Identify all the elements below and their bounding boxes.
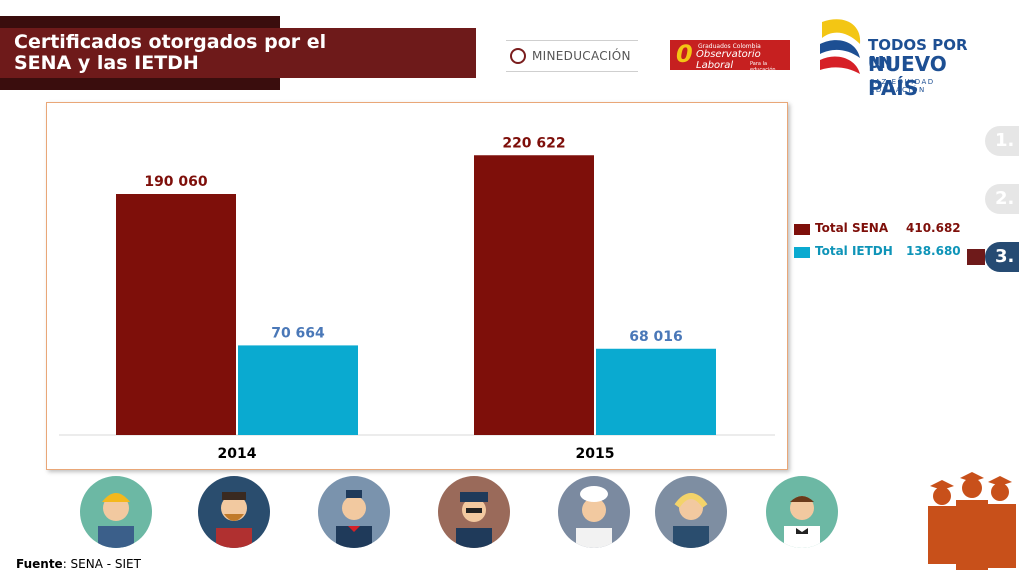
- source-note: Fuente: SENA - SIET: [16, 557, 141, 571]
- slogan-line2: NUEVO PAÍS: [868, 52, 947, 100]
- call-center-agent-icon: [655, 476, 727, 548]
- bar-total-ietdh-2014: [238, 345, 358, 435]
- nav-button-2[interactable]: 2.: [985, 184, 1019, 214]
- observatorio-main-text: Observatorio Laboral: [696, 49, 761, 71]
- observatorio-zero-icon: 0: [676, 40, 693, 68]
- hipster-icon: [198, 476, 270, 548]
- construction-worker-icon: [80, 476, 152, 548]
- bar-total-sena-2015: [474, 155, 594, 435]
- legend-label-ietdh: Total IETDH: [815, 244, 893, 258]
- title-banner: Certificados otorgados por el SENA y las…: [0, 28, 476, 78]
- x-tick-label-2015: 2015: [576, 446, 615, 462]
- legend-item-ietdh: Total IETDH 138.680: [794, 243, 974, 266]
- legend-total-sena: 410.682: [906, 221, 961, 235]
- slogan-line3: PAZ EQUIDAD EDUCACIÓN: [870, 78, 935, 94]
- page-title: Certificados otorgados por el SENA y las…: [14, 31, 327, 74]
- legend-label-sena: Total SENA: [815, 221, 889, 235]
- coat-of-arms-icon: [510, 48, 526, 64]
- observatorio-laboral-logo: 0 Graduados Colombia Observatorio Labora…: [670, 40, 790, 73]
- nav-button-1[interactable]: 1.: [985, 126, 1019, 156]
- data-label-total-sena-2014: 190 060: [144, 174, 208, 190]
- source-text: : SENA - SIET: [62, 557, 141, 571]
- legend-swatch-ietdh: [794, 247, 810, 258]
- bar-total-sena-2014: [116, 194, 236, 435]
- waiter-icon: [766, 476, 838, 548]
- flight-attendant-icon: [318, 476, 390, 548]
- data-label-total-sena-2015: 220 622: [502, 135, 565, 151]
- observatorio-top-text: Graduados Colombia: [698, 43, 761, 50]
- graduates-icon: [928, 472, 1016, 570]
- source-label: Fuente: [16, 557, 63, 571]
- x-tick-label-2014: 2014: [218, 446, 257, 462]
- chef-icon: [558, 476, 630, 548]
- police-officer-icon: [438, 476, 510, 548]
- legend-total-ietdh: 138.680: [906, 244, 961, 258]
- mineducacion-text: MINEDUCACIÓN: [532, 49, 631, 63]
- todos-por-un-nuevo-pais-logo: TODOS POR UN NUEVO PAÍS PAZ EQUIDAD EDUC…: [816, 14, 986, 100]
- bar-chart: 190 060 70 664 2014 220 622 68 016 2015: [59, 135, 775, 462]
- slogan-line1: TODOS POR UN: [868, 36, 968, 72]
- nav-button-3[interactable]: 3.: [967, 242, 1019, 272]
- bar-total-ietdh-2015: [596, 348, 716, 435]
- observatorio-sub-text: Para la educación: [750, 61, 776, 73]
- data-label-total-ietdh-2014: 70 664: [271, 325, 325, 341]
- chart-legend: Total SENA 410.682 Total IETDH 138.680: [794, 220, 974, 266]
- data-label-total-ietdh-2015: 68 016: [629, 329, 683, 345]
- legend-swatch-sena: [794, 224, 810, 235]
- colombia-flag-swoosh-icon: [820, 19, 861, 74]
- legend-item-sena: Total SENA 410.682: [794, 220, 974, 243]
- mineducacion-logo: MINEDUCACIÓN: [506, 40, 638, 72]
- chart-frame: 190 060 70 664 2014 220 622 68 016 2015: [46, 102, 788, 470]
